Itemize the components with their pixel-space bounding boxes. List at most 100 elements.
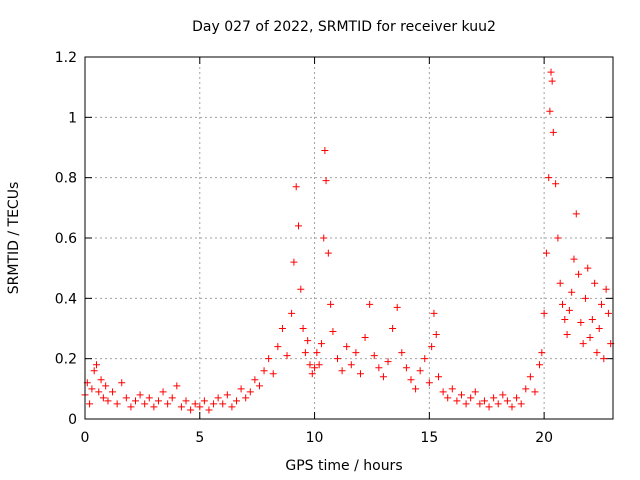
chart-title: Day 027 of 2022, SRMTID for receiver kuu… — [192, 19, 496, 35]
data-point — [127, 403, 135, 411]
data-point — [542, 249, 550, 257]
data-point — [299, 325, 307, 332]
data-point — [540, 309, 548, 317]
data-point — [558, 300, 566, 308]
data-point — [86, 400, 94, 408]
y-tick-label: 0 — [68, 412, 77, 428]
y-tick-label: 0.8 — [55, 171, 77, 187]
data-point — [604, 309, 612, 317]
data-point — [136, 391, 144, 399]
data-point — [297, 285, 305, 293]
data-point — [430, 309, 438, 317]
data-point — [164, 400, 172, 408]
data-point — [444, 394, 452, 402]
data-point — [90, 367, 98, 375]
data-point — [269, 370, 277, 378]
data-point — [457, 391, 465, 399]
data-point — [102, 382, 110, 390]
data-point — [173, 382, 181, 390]
data-point — [370, 352, 378, 360]
data-point — [572, 210, 580, 218]
data-point — [109, 388, 117, 396]
data-point — [471, 388, 479, 396]
data-point — [586, 334, 594, 342]
data-point — [223, 391, 231, 399]
data-point — [320, 234, 328, 242]
data-point — [588, 315, 596, 323]
data-point — [508, 403, 516, 411]
y-axis-ticks: 0 0.2 0.4 0.6 0.8 1 1.2 — [55, 50, 613, 428]
data-point — [304, 337, 312, 345]
y-tick-label: 0.6 — [55, 231, 77, 247]
data-point — [407, 376, 415, 384]
data-point — [315, 361, 323, 369]
data-point — [274, 343, 282, 351]
data-point — [485, 403, 493, 411]
data-point — [308, 370, 316, 378]
data-point — [398, 349, 406, 357]
data-point — [347, 361, 355, 369]
data-point — [242, 394, 250, 402]
data-point — [182, 397, 190, 405]
data-point — [132, 397, 140, 405]
x-axis-ticks: 0 5 10 15 20 — [81, 57, 553, 446]
data-point — [313, 349, 321, 357]
data-point — [428, 343, 436, 351]
data-point — [356, 370, 364, 378]
data-point — [237, 385, 245, 393]
data-point — [301, 349, 309, 357]
data-point — [467, 394, 475, 402]
data-point — [321, 147, 329, 155]
data-point — [499, 391, 507, 399]
data-point — [546, 107, 554, 115]
data-point — [393, 303, 401, 311]
data-point — [490, 394, 498, 402]
data-point — [448, 385, 456, 393]
data-point — [196, 403, 204, 411]
data-point — [425, 379, 433, 387]
data-point — [568, 288, 576, 296]
data-point — [549, 128, 557, 136]
data-point — [104, 397, 112, 405]
gridlines — [85, 57, 613, 419]
data-point — [200, 397, 208, 405]
data-point — [352, 349, 360, 357]
data-point — [416, 367, 424, 375]
data-point — [278, 325, 286, 332]
data-point — [480, 397, 488, 405]
data-point — [322, 177, 330, 185]
data-point — [503, 397, 511, 405]
data-point — [317, 340, 325, 348]
data-point — [246, 388, 254, 396]
data-point — [361, 334, 369, 342]
data-point — [462, 400, 470, 408]
x-tick-label: 5 — [195, 430, 204, 446]
data-point — [343, 343, 351, 351]
data-point — [288, 309, 296, 317]
data-point — [593, 349, 601, 357]
x-axis-label: GPS time / hours — [285, 458, 402, 474]
data-point — [122, 394, 130, 402]
data-point — [595, 325, 603, 332]
y-tick-label: 1.2 — [55, 50, 77, 66]
x-tick-label: 10 — [306, 430, 324, 446]
data-point — [602, 285, 610, 293]
data-point — [145, 394, 153, 402]
data-point — [210, 400, 218, 408]
data-point — [233, 397, 241, 405]
data-point — [205, 406, 213, 414]
data-point — [159, 388, 167, 396]
data-point — [290, 258, 298, 266]
data-point — [439, 388, 447, 396]
data-point — [177, 403, 185, 411]
data-point — [565, 306, 573, 314]
data-point — [260, 367, 268, 375]
data-point — [168, 394, 176, 402]
data-point — [432, 331, 440, 339]
data-point — [536, 361, 544, 369]
data-point — [92, 361, 100, 369]
y-axis-label: SRMTID / TECUs — [6, 182, 22, 295]
data-point — [554, 234, 562, 242]
data-point — [435, 373, 443, 381]
